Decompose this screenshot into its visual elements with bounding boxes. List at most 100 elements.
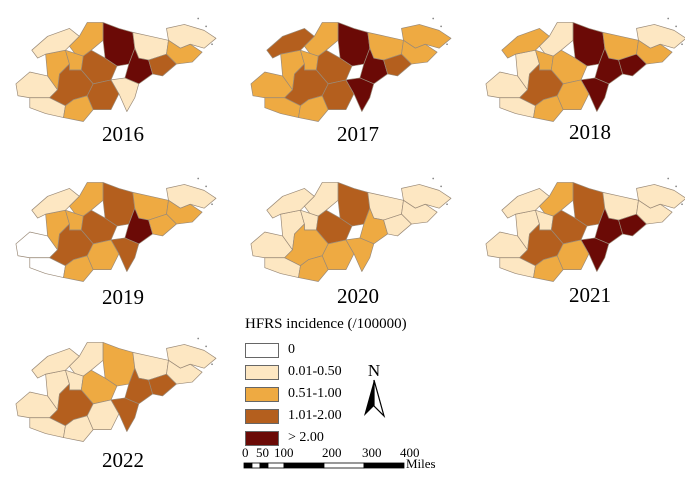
map-region-9 — [166, 199, 203, 225]
legend-swatch — [245, 408, 279, 424]
map-region-6 — [337, 182, 371, 227]
map-panel-2022 — [8, 330, 218, 480]
province-map — [15, 177, 217, 282]
year-label: 2021 — [569, 283, 611, 307]
legend-label: 0.51-1.00 — [288, 386, 342, 401]
year-label: 2017 — [337, 122, 379, 146]
map-region-6 — [102, 342, 136, 387]
province-map — [250, 177, 452, 282]
map-region-9 — [636, 199, 673, 225]
island-dot — [440, 185, 443, 188]
map-region-17 — [383, 213, 412, 237]
island-dot — [446, 43, 448, 46]
year-label: 2020 — [337, 284, 379, 308]
map-region-17 — [148, 53, 177, 77]
island-dot — [205, 345, 208, 348]
scale-unit-label: Miles — [406, 456, 436, 471]
legend-swatch — [245, 342, 279, 358]
map-region-16 — [345, 77, 375, 112]
scale-tick-label: 300 — [362, 445, 382, 460]
map-region-6 — [572, 182, 606, 227]
legend-swatch — [245, 386, 279, 402]
island-dot — [432, 17, 435, 20]
map-region-17 — [148, 373, 177, 397]
map-panel-2016 — [8, 10, 218, 160]
scale-segment — [323, 462, 365, 469]
year-label: 2018 — [569, 120, 611, 144]
scale-tick-label: 0 — [242, 445, 249, 460]
island-dot — [667, 17, 670, 20]
legend-item: 0.01-0.50 — [245, 362, 465, 382]
legend-label: 0.01-0.50 — [288, 364, 342, 379]
island-dot — [197, 17, 200, 20]
map-region-16 — [580, 237, 610, 272]
north-label: N — [368, 362, 380, 380]
scale-tick-label: 50 — [256, 445, 269, 460]
scale-segment — [283, 462, 325, 469]
province-map — [485, 177, 685, 282]
map-region-17 — [383, 53, 412, 77]
map-panel-2017 — [243, 10, 453, 160]
island-dot — [681, 203, 683, 206]
map-region-9 — [166, 359, 203, 385]
island-dot — [211, 43, 213, 46]
island-dot — [667, 177, 670, 180]
map-region-6 — [102, 22, 136, 67]
map-region-9 — [166, 39, 203, 65]
map-region-16 — [580, 77, 610, 112]
scale-tick-label: 400 — [400, 445, 420, 460]
province-map — [15, 337, 217, 442]
island-dot — [211, 203, 213, 206]
legend-label: 1.01-2.00 — [288, 408, 342, 423]
year-label: 2016 — [102, 122, 144, 146]
map-region-9 — [401, 199, 438, 225]
scale-segment — [259, 462, 269, 469]
legend-title: HFRS incidence (/100000) — [245, 316, 407, 332]
scale-tick-label: 100 — [274, 445, 294, 460]
map-panel-2021 — [478, 170, 685, 320]
legend-label: > 2.00 — [288, 430, 324, 445]
legend-item: > 2.00 — [245, 428, 465, 448]
scale-segment — [251, 462, 261, 469]
province-map — [15, 17, 217, 122]
map-region-17 — [618, 213, 647, 237]
map-region-6 — [102, 182, 136, 227]
island-dot — [205, 25, 208, 28]
year-label: 2019 — [102, 285, 144, 309]
legend-label: 0 — [288, 342, 295, 357]
map-region-6 — [337, 22, 371, 67]
map-region-16 — [345, 237, 375, 272]
island-dot — [675, 25, 678, 28]
map-region-9 — [401, 39, 438, 65]
north-arrow-icon: N — [364, 361, 386, 419]
scale-segment — [243, 462, 253, 469]
map-region-17 — [618, 53, 647, 77]
scale-segment — [267, 462, 285, 469]
legend: HFRS incidence (/100000) 0 0.01-0.50 0.51-… — [245, 316, 465, 450]
year-label: 2022 — [102, 448, 144, 472]
legend-swatch — [245, 430, 279, 446]
island-dot — [205, 185, 208, 188]
map-region-16 — [110, 77, 140, 112]
island-dot — [432, 177, 435, 180]
island-dot — [675, 185, 678, 188]
province-map — [485, 17, 685, 122]
map-panel-2018 — [478, 10, 685, 160]
map-panel-2019 — [8, 170, 218, 320]
map-region-16 — [110, 397, 140, 432]
legend-item: 0.51-1.00 — [245, 384, 465, 404]
scale-bar-graphic — [243, 462, 405, 469]
island-dot — [440, 25, 443, 28]
island-dot — [211, 363, 213, 366]
scale-bar: 0 50 100 200 300 400 Miles — [240, 445, 440, 473]
scale-tick-label: 200 — [322, 445, 342, 460]
map-panel-2020 — [243, 170, 453, 320]
island-dot — [681, 43, 683, 46]
north-arrow: N — [360, 361, 388, 427]
scale-segment — [363, 462, 405, 469]
map-region-9 — [636, 39, 673, 65]
legend-item: 0 — [245, 340, 465, 360]
island-dot — [446, 203, 448, 206]
legend-swatch — [245, 364, 279, 380]
island-dot — [197, 177, 200, 180]
